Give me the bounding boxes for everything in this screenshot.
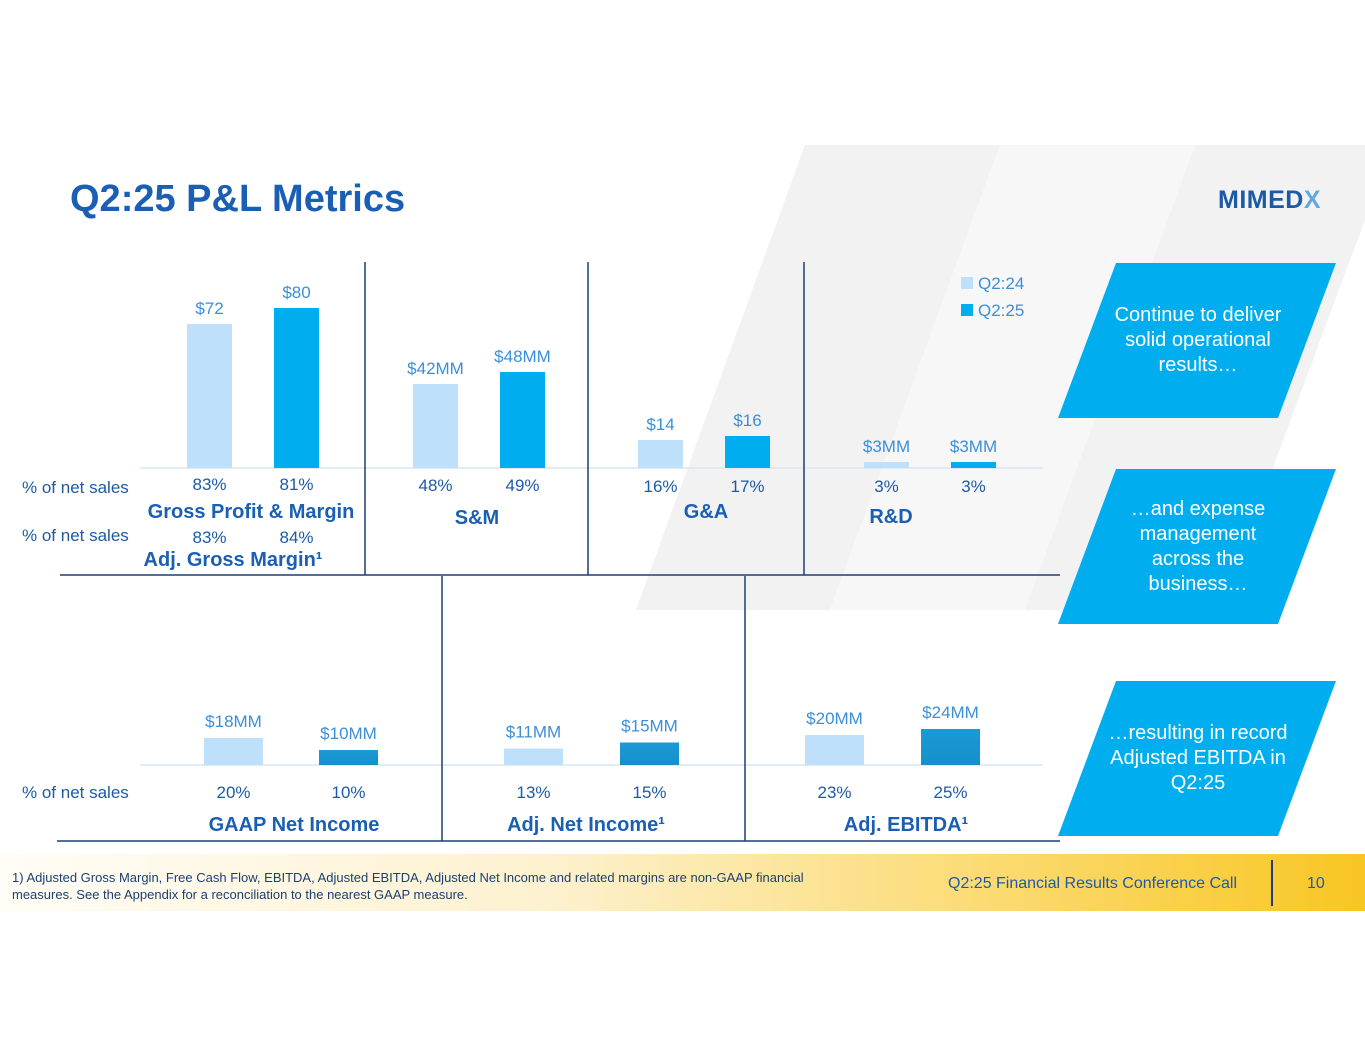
callout-shape	[1058, 469, 1336, 624]
value-label-gaap-net-income-q2-24: $18MM	[205, 712, 262, 731]
pct-label-gaap-net-income-q2-25: 10%	[331, 783, 365, 802]
value-label-g-a-q2-25: $16	[733, 411, 761, 430]
value-label-r-d-q2-24: $3MM	[863, 437, 910, 456]
pct-label-adj-net-income-q2-24: 13%	[516, 783, 550, 802]
callout-shape	[1058, 263, 1336, 418]
page-number: 10	[1307, 875, 1325, 892]
callout-shape	[1058, 681, 1336, 836]
pct-label-adj-net-income-q2-25: 15%	[632, 783, 666, 802]
bar-r-d-q2-25	[951, 462, 996, 468]
value-label-adj-ebitda-q2-25: $24MM	[922, 703, 979, 722]
group-label-adj-net-income: Adj. Net Income¹	[507, 814, 665, 836]
company-logo: MIMEDX	[1218, 186, 1322, 214]
callout-operational-results: Continue to deliver solid operational re…	[1058, 263, 1336, 418]
value-label-r-d-q2-25: $3MM	[950, 437, 997, 456]
pct-label-gaap-net-income-q2-24: 20%	[216, 783, 250, 802]
bar-s-m-q2-25	[500, 372, 545, 468]
adj-gross-margin-pct-q2-25: 84%	[279, 528, 313, 547]
bar-gross-profit-margin-q2-24	[187, 324, 232, 468]
conference-title: Q2:25 Financial Results Conference Call	[948, 875, 1238, 892]
pct-label-adj-ebitda-q2-25: 25%	[933, 783, 967, 802]
bar-g-a-q2-24	[638, 440, 683, 468]
bar-gaap-net-income-q2-24	[204, 738, 263, 765]
value-label-gross-profit-margin-q2-25: $80	[282, 283, 310, 302]
bar-s-m-q2-24	[413, 384, 458, 468]
callout-expense-management: …and expense management across the busin…	[1058, 469, 1336, 624]
pct-label-gross-profit-margin-q2-24: 83%	[192, 475, 226, 494]
value-label-adj-net-income-q2-25: $15MM	[621, 717, 678, 736]
row-label-pct-net-sales: % of net sales	[22, 478, 129, 497]
group-label-r-d: R&D	[869, 506, 912, 528]
pct-label-g-a-q2-24: 16%	[643, 477, 677, 496]
callout-text: …and expense management across the busin…	[1130, 497, 1266, 595]
pct-label-adj-ebitda-q2-24: 23%	[817, 783, 851, 802]
value-label-gaap-net-income-q2-25: $10MM	[320, 724, 377, 743]
value-label-g-a-q2-24: $14	[646, 415, 674, 434]
legend-swatch-q2-24	[961, 277, 973, 289]
bar-r-d-q2-24	[864, 462, 909, 468]
pct-label-r-d-q2-24: 3%	[874, 477, 899, 496]
adj-gross-margin-pct-q2-24: 83%	[192, 528, 226, 547]
bar-g-a-q2-25	[725, 436, 770, 468]
callout-text: …resulting in record Adjusted EBITDA in …	[1108, 722, 1288, 794]
page-title: Q2:25 P&L Metrics	[70, 178, 406, 220]
callout-text: Continue to deliver solid operational re…	[1114, 304, 1282, 376]
footnote: 1) Adjusted Gross Margin, Free Cash Flow…	[12, 870, 804, 902]
legend-swatch-q2-25	[961, 304, 973, 316]
value-label-s-m-q2-25: $48MM	[494, 347, 551, 366]
callout-record-ebitda: …resulting in record Adjusted EBITDA in …	[1058, 681, 1336, 836]
bar-adj-ebitda-q2-24	[805, 735, 864, 765]
row-label-pct-net-sales-adj: % of net sales	[22, 526, 129, 545]
bar-adj-net-income-q2-25	[620, 742, 679, 765]
pct-label-s-m-q2-25: 49%	[505, 476, 539, 495]
group-label-adj-ebitda: Adj. EBITDA¹	[844, 814, 969, 836]
bar-gaap-net-income-q2-25	[319, 750, 378, 765]
group-label-adj-gross-margin: Adj. Gross Margin¹	[144, 549, 323, 571]
bar-gross-profit-margin-q2-25	[274, 308, 319, 468]
value-label-adj-net-income-q2-24: $11MM	[506, 723, 561, 742]
pct-label-s-m-q2-24: 48%	[418, 476, 452, 495]
value-label-s-m-q2-24: $42MM	[407, 359, 464, 378]
legend-label-q2-24: Q2:24	[978, 274, 1024, 293]
legend-label-q2-25: Q2:25	[978, 301, 1024, 320]
group-label-gross-profit-margin: Gross Profit & Margin	[148, 501, 355, 523]
value-label-adj-ebitda-q2-24: $20MM	[806, 709, 863, 728]
value-label-gross-profit-margin-q2-24: $72	[195, 299, 223, 318]
bar-adj-ebitda-q2-25	[921, 729, 980, 765]
footer-divider	[1271, 860, 1273, 906]
pct-label-r-d-q2-25: 3%	[961, 477, 986, 496]
footer-bar: 1) Adjusted Gross Margin, Free Cash Flow…	[0, 854, 1365, 911]
group-label-g-a: G&A	[684, 501, 728, 523]
bar-adj-net-income-q2-24	[504, 748, 563, 765]
group-label-s-m: S&M	[455, 507, 499, 529]
row-label-pct-net-sales-bottom: % of net sales	[22, 783, 129, 802]
group-label-gaap-net-income: GAAP Net Income	[209, 814, 380, 836]
pct-label-g-a-q2-25: 17%	[730, 477, 764, 496]
pct-label-gross-profit-margin-q2-25: 81%	[279, 475, 313, 494]
